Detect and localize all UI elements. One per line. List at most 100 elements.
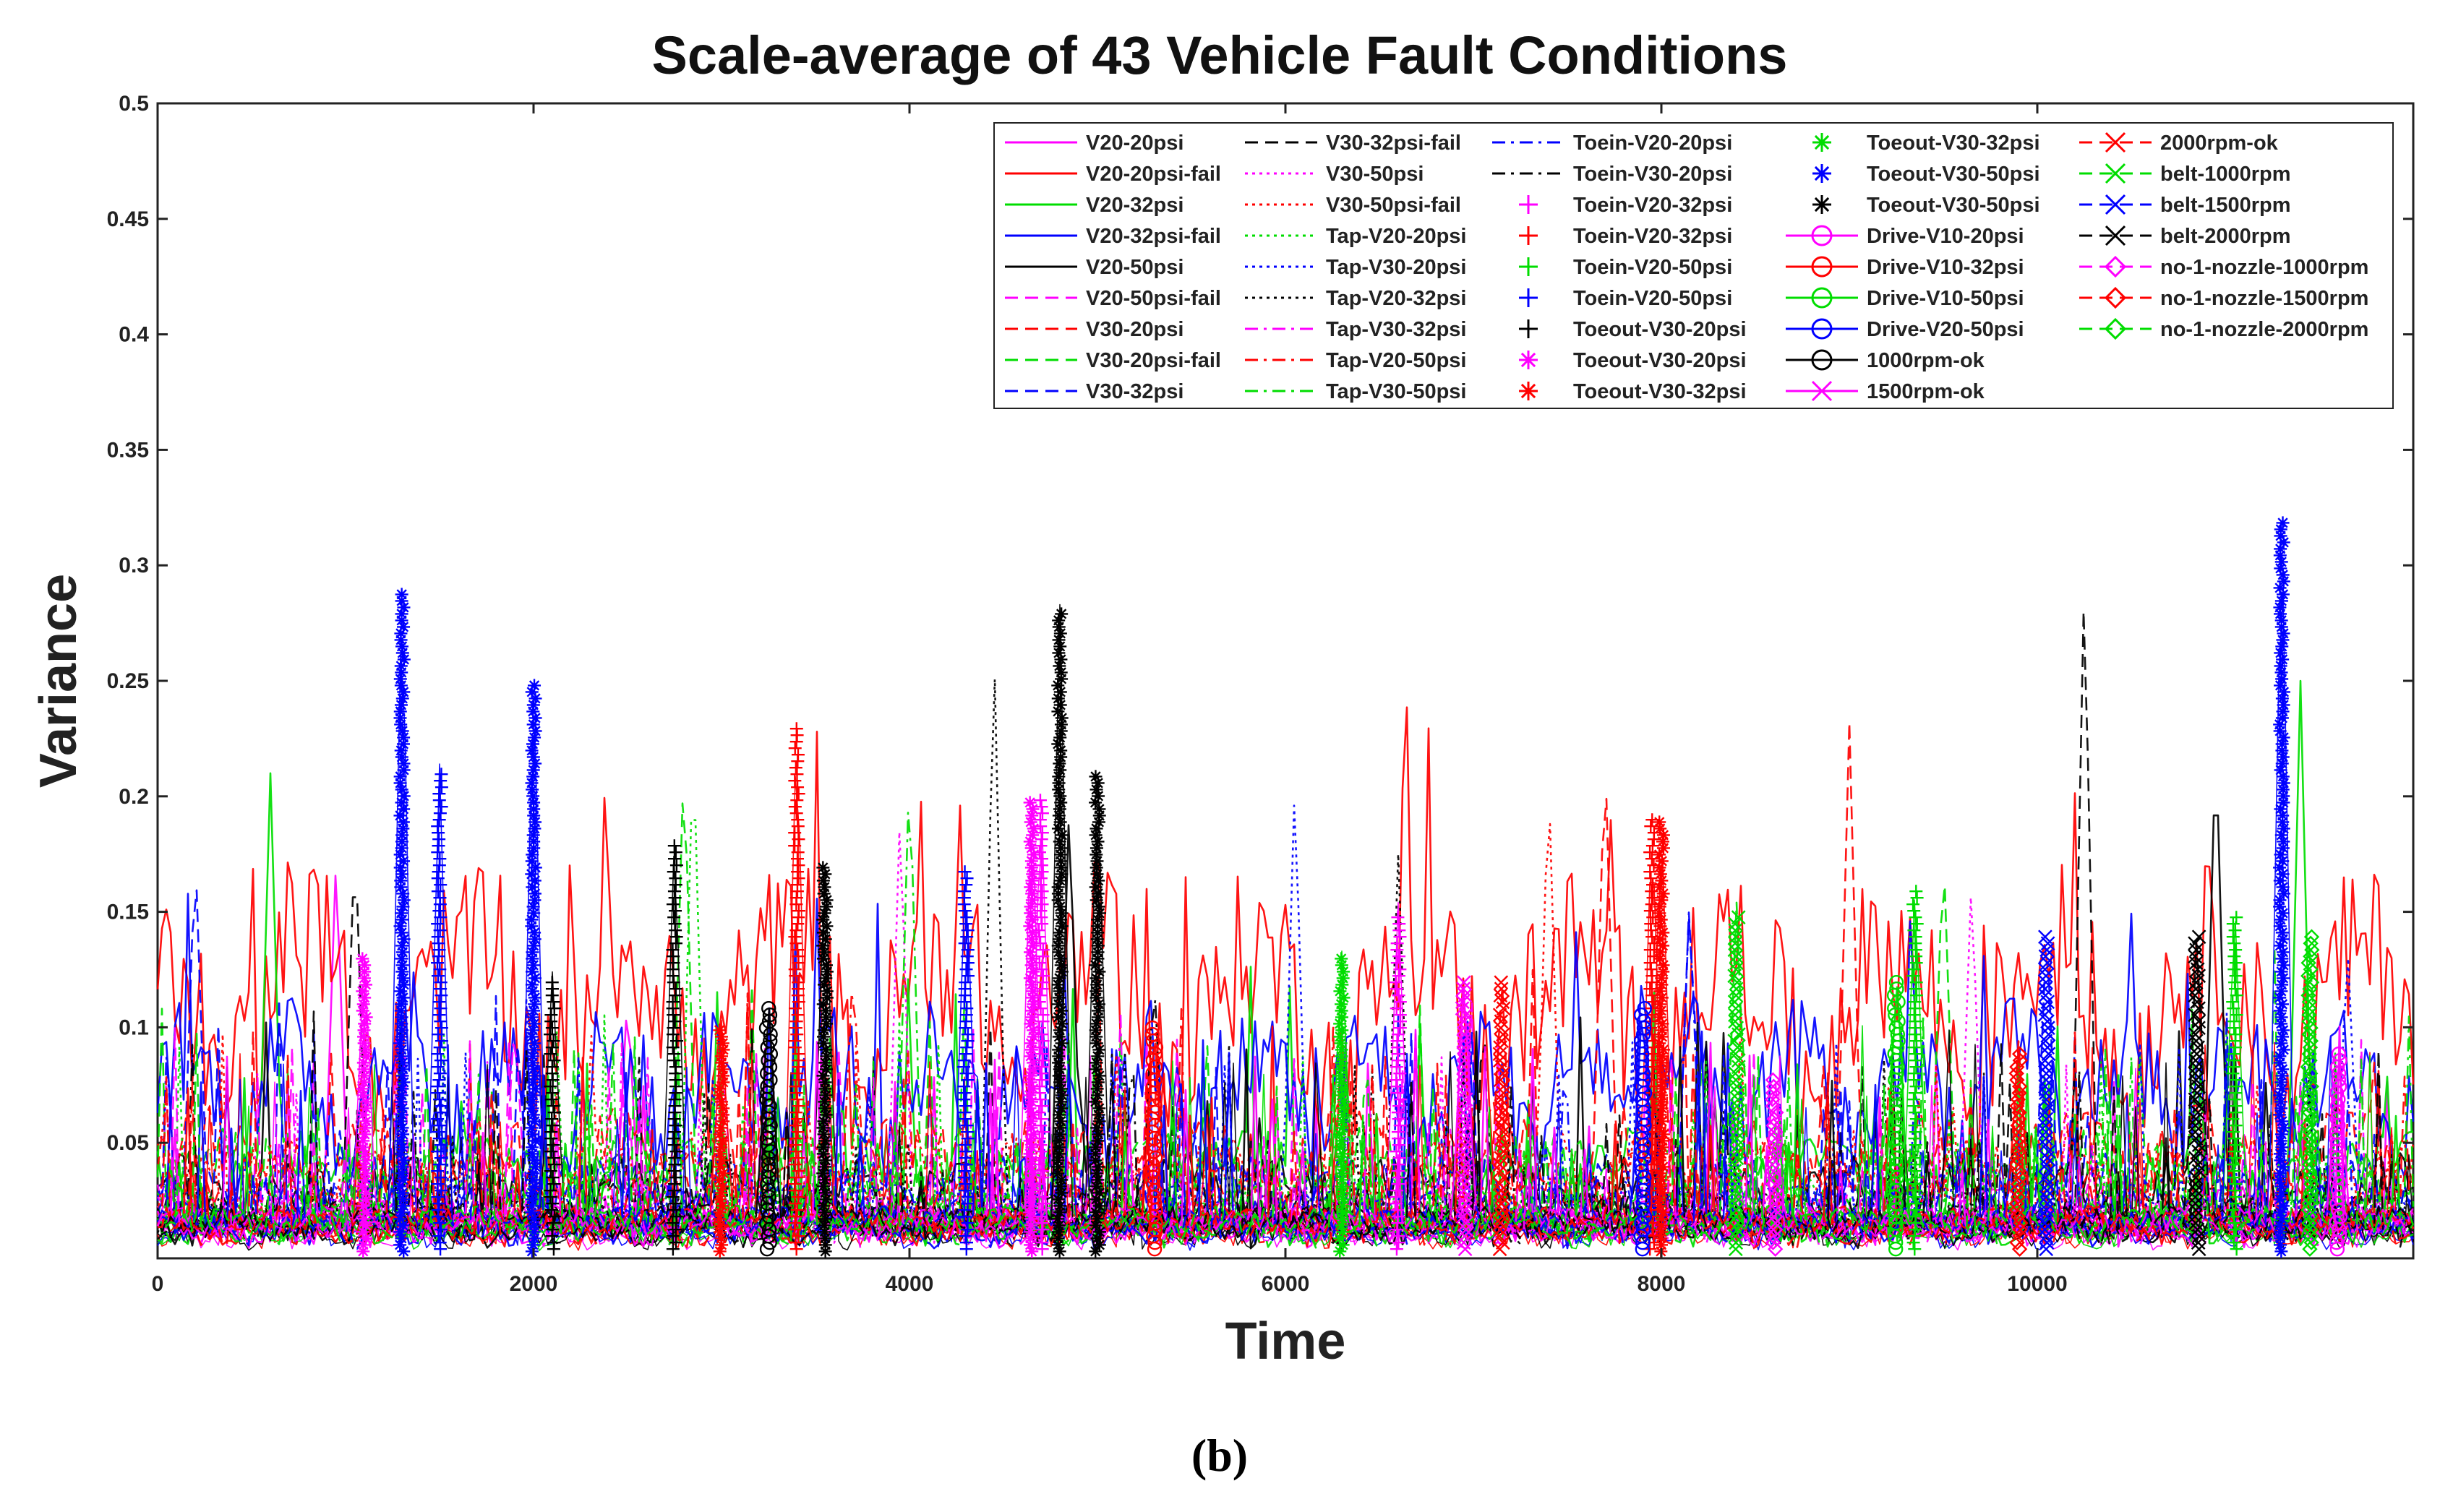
series-marker-22-0: [2226, 911, 2243, 1256]
series-marker-33-0: [1633, 1001, 1653, 1257]
legend-entry-18: Toein-V20-20psi: [1492, 132, 1732, 155]
legend-label: Toein-V20-32psi: [1573, 194, 1732, 217]
y-tick-label: 0.25: [107, 669, 149, 693]
x-tick-label: 6000: [1262, 1272, 1310, 1296]
marker-layer: [356, 516, 2348, 1258]
legend-label: V20-32psi-fail: [1086, 225, 1221, 248]
legend-label: belt-1000rpm: [2160, 163, 2291, 186]
legend-entry-31: Drive-V10-32psi: [1786, 256, 2024, 279]
legend-swatch-marker: [2104, 317, 2127, 340]
x-axis-title: Time: [1225, 1313, 1346, 1370]
series-marker-28-2: [525, 679, 542, 1258]
legend-entry-4: V20-50psi: [1005, 256, 1183, 279]
legend-entry-26: Toeout-V30-32psi: [1519, 380, 1747, 403]
series-marker-20-1: [1032, 794, 1050, 1256]
legend-entry-28: Toeout-V30-50psi: [1812, 163, 2040, 186]
series-marker-23-0: [431, 768, 448, 1256]
legend-label: Drive-V20-50psi: [1867, 318, 2024, 341]
legend-label: Toeout-V30-50psi: [1867, 163, 2040, 186]
legend-swatch-marker: [1811, 349, 1833, 371]
legend-box: [993, 122, 2394, 409]
legend-label: V30-32psi-fail: [1326, 132, 1461, 155]
legend-entry-15: Tap-V30-32psi: [1245, 318, 1466, 341]
legend-label: V20-50psi-fail: [1086, 287, 1221, 310]
legend-swatch-marker: [2105, 163, 2126, 184]
legend-entry-39: belt-2000rpm: [2079, 225, 2291, 248]
legend-entry-0: V20-20psi: [1005, 132, 1183, 155]
legend-entry-19: Toein-V30-20psi: [1492, 163, 1732, 186]
legend-entry-1: V20-20psi-fail: [1005, 163, 1221, 186]
series-marker-32-0: [1886, 975, 1906, 1257]
series-marker-21-0: [788, 722, 805, 1256]
legend-swatch-marker: [1519, 195, 1538, 214]
legend-label: V30-20psi-fail: [1086, 349, 1221, 372]
y-tick-label: 0.45: [107, 207, 149, 231]
y-tick-label: 0.5: [119, 92, 149, 116]
legend-label: Toeout-V30-20psi: [1573, 318, 1747, 341]
series-marker-25-1: [356, 952, 373, 1258]
x-tick-label: 8000: [1638, 1272, 1686, 1296]
x-tick-label: 10000: [2007, 1272, 2067, 1296]
legend-label: Toein-V20-20psi: [1573, 132, 1732, 155]
series-marker-23-1: [957, 865, 975, 1256]
legend-label: Tap-V30-32psi: [1326, 318, 1466, 341]
legend-label: Toeout-V30-50psi: [1867, 194, 2040, 217]
figure-caption: (b): [1191, 1430, 1248, 1481]
x-tick-label: 0: [152, 1272, 164, 1296]
legend-label: Tap-V30-20psi: [1326, 256, 1466, 279]
y-tick-label: 0.4: [119, 323, 149, 347]
legend-swatch-marker: [1812, 164, 1831, 183]
y-tick-label: 0.1: [119, 1015, 149, 1039]
legend-label: V30-32psi: [1086, 380, 1183, 403]
legend-label: Toein-V20-50psi: [1573, 256, 1732, 279]
legend-label: Toein-V20-32psi: [1573, 225, 1732, 248]
legend-label: belt-2000rpm: [2160, 225, 2291, 248]
legend-entry-38: belt-1500rpm: [2079, 194, 2291, 217]
legend-entry-40: no-1-nozzle-1000rpm: [2079, 255, 2368, 279]
legend-swatch-marker: [1519, 257, 1538, 276]
series-marker-42-0: [2300, 929, 2320, 1257]
legend-label: Tap-V20-32psi: [1326, 287, 1466, 310]
series-marker-28-1: [393, 588, 411, 1258]
legend-entry-36: 2000rpm-ok: [2079, 132, 2279, 155]
legend-entry-14: Tap-V20-32psi: [1245, 287, 1466, 310]
legend-swatch-marker: [1812, 133, 1831, 152]
legend-entry-2: V20-32psi: [1005, 194, 1183, 217]
legend-entry-42: no-1-nozzle-2000rpm: [2079, 317, 2368, 341]
series-marker-41-0: [2008, 1046, 2029, 1257]
legend-label: Drive-V10-32psi: [1867, 256, 2024, 279]
series-marker-31-0: [1144, 1021, 1164, 1257]
series-marker-36-0: [1492, 975, 1511, 1257]
legend-entry-12: Tap-V20-20psi: [1245, 225, 1466, 248]
legend-swatch-marker: [1811, 225, 1833, 246]
legend-entry-5: V20-50psi-fail: [1005, 287, 1221, 310]
series-marker-25-0: [1023, 796, 1040, 1258]
series-marker-29-0: [1051, 607, 1069, 1258]
legend-entry-8: V30-32psi: [1005, 380, 1183, 403]
series-marker-37-0: [1727, 910, 1746, 1257]
series-marker-30-0: [2329, 1047, 2348, 1257]
legend-label: Toeout-V30-32psi: [1573, 380, 1747, 403]
y-axis-title: Variance: [30, 574, 87, 788]
legend-swatch-marker: [2104, 286, 2127, 309]
legend-label: V30-20psi: [1086, 318, 1183, 341]
legend-entry-34: 1000rpm-ok: [1786, 349, 1985, 372]
legend-entry-22: Toein-V20-50psi: [1519, 256, 1732, 279]
series-marker-20-0: [1390, 911, 1407, 1256]
legend-label: Drive-V10-50psi: [1867, 287, 2024, 310]
legend-label: V20-50psi: [1086, 256, 1183, 279]
legend-label: no-1-nozzle-2000rpm: [2160, 318, 2368, 341]
legend-entry-35: 1500rpm-ok: [1786, 380, 1985, 403]
legend-swatch-marker: [1812, 195, 1831, 214]
legend-entry-16: Tap-V20-50psi: [1245, 349, 1466, 372]
legend-swatch-marker: [1811, 318, 1833, 340]
legend-label: 1000rpm-ok: [1867, 349, 1985, 372]
legend-label: V30-50psi: [1326, 163, 1424, 186]
legend-label: Toeout-V30-32psi: [1867, 132, 2040, 155]
series-marker-29-1: [1089, 770, 1106, 1258]
y-tick-label: 0.2: [119, 785, 149, 809]
legend-label: V20-20psi: [1086, 132, 1183, 155]
series-marker-39-0: [2188, 929, 2206, 1257]
legend-entry-20: Toein-V20-32psi: [1519, 194, 1732, 217]
